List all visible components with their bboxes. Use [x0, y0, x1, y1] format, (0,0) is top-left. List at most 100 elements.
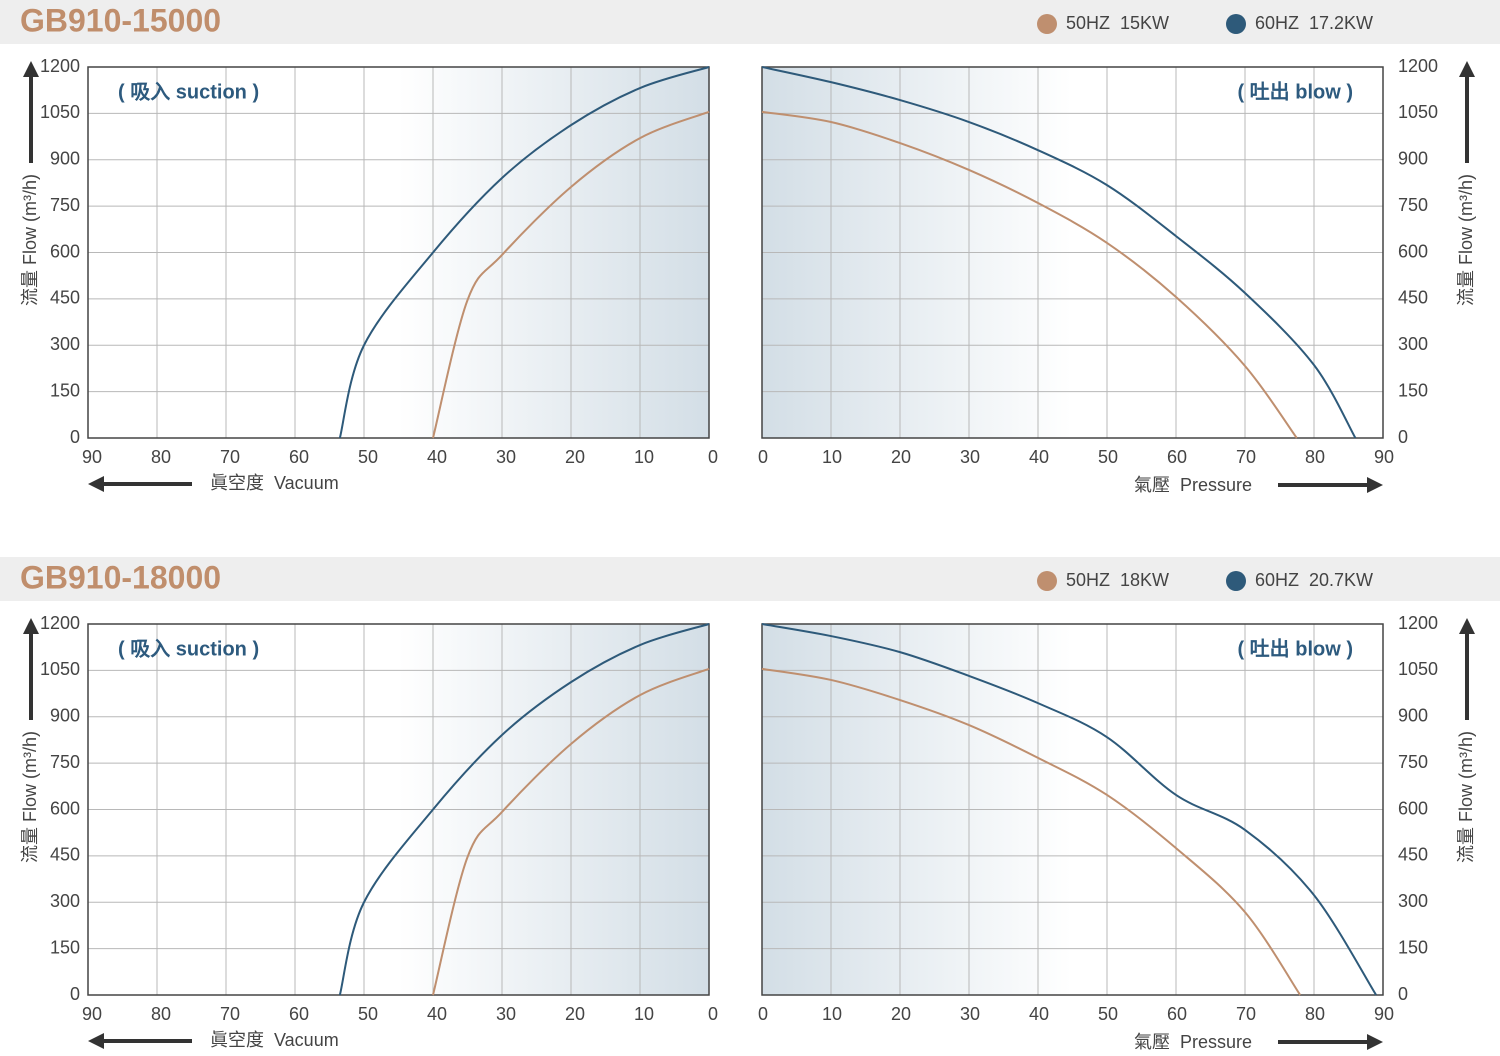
- x-tick-label: 90: [82, 447, 102, 467]
- y-tick-label: 150: [50, 937, 80, 957]
- y-tick-label: 450: [1398, 845, 1428, 865]
- y-tick-label: 150: [1398, 380, 1428, 400]
- x-tick-label: 10: [634, 447, 654, 467]
- y-tick-label: 600: [50, 241, 80, 261]
- y-tick-label: 600: [1398, 241, 1428, 261]
- x-tick-label: 50: [358, 447, 378, 467]
- x-tick-label: 80: [151, 1004, 171, 1024]
- legend-swatch: [1037, 571, 1057, 591]
- x-tick-label: 60: [1167, 1004, 1187, 1024]
- y-tick-label: 1050: [40, 659, 80, 679]
- x-tick-label: 30: [496, 447, 516, 467]
- x-tick-label: 0: [708, 447, 718, 467]
- x-axis-label: 氣壓 Pressure: [1134, 1032, 1252, 1051]
- header-band: [0, 557, 1500, 601]
- plot-border: [761, 66, 1384, 439]
- x-tick-label: 50: [358, 1004, 378, 1024]
- y-tick-label: 150: [50, 380, 80, 400]
- x-tick-label: 70: [1236, 447, 1256, 467]
- x-tick-label: 50: [1098, 447, 1118, 467]
- x-tick-label: 20: [891, 1004, 911, 1024]
- y-tick-label: 300: [1398, 334, 1428, 354]
- curve: [761, 66, 1357, 439]
- y-tick-label: 0: [70, 427, 80, 447]
- header-band: [0, 0, 1500, 44]
- x-tick-label: 90: [1374, 447, 1394, 467]
- y-tick-label: 750: [1398, 752, 1428, 772]
- y-axis-label: 流量 Flow (m³/h): [1456, 174, 1476, 306]
- y-tick-label: 300: [50, 891, 80, 911]
- y-tick-label: 0: [1398, 427, 1408, 447]
- x-tick-label: 50: [1098, 1004, 1118, 1024]
- y-tick-label: 300: [1398, 891, 1428, 911]
- x-tick-label: 40: [1029, 447, 1049, 467]
- x-tick-label: 30: [960, 447, 980, 467]
- x-tick-label: 20: [565, 447, 585, 467]
- x-tick-label: 80: [1305, 1004, 1325, 1024]
- x-tick-label: 40: [1029, 1004, 1049, 1024]
- x-tick-label: 0: [758, 447, 768, 467]
- y-tick-label: 1050: [1398, 659, 1438, 679]
- annotation: ( 吐出 blow ): [1237, 80, 1353, 103]
- x-axis-label: 眞空度 Vacuum: [210, 1030, 339, 1050]
- plot-border: [87, 66, 710, 439]
- x-tick-label: 70: [220, 447, 240, 467]
- annotation: ( 吐出 blow ): [1237, 637, 1353, 660]
- y-tick-label: 900: [1398, 706, 1428, 726]
- annotation: ( 吸入 suction ): [118, 637, 259, 660]
- x-axis-label: 氣壓 Pressure: [1134, 475, 1252, 495]
- y-tick-label: 1050: [1398, 102, 1438, 122]
- legend-label: 60HZ 17.2KW: [1255, 13, 1373, 33]
- y-axis-label: 流量 Flow (m³/h): [20, 174, 40, 306]
- y-tick-label: 300: [50, 334, 80, 354]
- plot-border: [87, 623, 710, 996]
- x-tick-label: 60: [289, 1004, 309, 1024]
- plot-border: [761, 623, 1384, 996]
- curve: [338, 623, 710, 996]
- x-tick-label: 90: [82, 1004, 102, 1024]
- x-tick-label: 90: [1374, 1004, 1394, 1024]
- x-tick-label: 20: [891, 447, 911, 467]
- x-tick-label: 0: [758, 1004, 768, 1024]
- curve: [761, 110, 1298, 439]
- y-tick-label: 450: [50, 288, 80, 308]
- legend-swatch: [1037, 14, 1057, 34]
- y-tick-label: 750: [1398, 195, 1428, 215]
- y-axis-label: 流量 Flow (m³/h): [20, 731, 40, 863]
- x-axis-label: 眞空度 Vacuum: [210, 473, 339, 493]
- curve: [761, 623, 1377, 996]
- y-tick-label: 600: [50, 798, 80, 818]
- y-tick-label: 1200: [1398, 56, 1438, 76]
- y-tick-label: 1200: [40, 56, 80, 76]
- x-tick-label: 80: [151, 447, 171, 467]
- curve: [338, 66, 710, 439]
- y-tick-label: 900: [1398, 149, 1428, 169]
- curve: [761, 667, 1302, 996]
- legend-label: 50HZ 18KW: [1066, 570, 1169, 590]
- x-tick-label: 20: [565, 1004, 585, 1024]
- y-tick-label: 900: [50, 706, 80, 726]
- legend-swatch: [1226, 571, 1246, 591]
- x-tick-label: 30: [496, 1004, 516, 1024]
- curve: [432, 110, 710, 439]
- y-tick-label: 1200: [40, 613, 80, 633]
- y-tick-label: 750: [50, 752, 80, 772]
- x-tick-label: 60: [1167, 447, 1187, 467]
- annotation: ( 吸入 suction ): [118, 80, 259, 103]
- curve: [432, 667, 710, 996]
- x-tick-label: 40: [427, 447, 447, 467]
- x-tick-label: 40: [427, 1004, 447, 1024]
- x-tick-label: 70: [220, 1004, 240, 1024]
- x-tick-label: 60: [289, 447, 309, 467]
- legend-label: 60HZ 20.7KW: [1255, 570, 1373, 590]
- y-tick-label: 450: [1398, 288, 1428, 308]
- x-tick-label: 30: [960, 1004, 980, 1024]
- y-tick-label: 1200: [1398, 613, 1438, 633]
- y-tick-label: 0: [1398, 984, 1408, 1004]
- y-tick-label: 900: [50, 149, 80, 169]
- x-tick-label: 80: [1305, 447, 1325, 467]
- x-tick-label: 10: [822, 1004, 842, 1024]
- x-tick-label: 0: [708, 1004, 718, 1024]
- y-tick-label: 600: [1398, 798, 1428, 818]
